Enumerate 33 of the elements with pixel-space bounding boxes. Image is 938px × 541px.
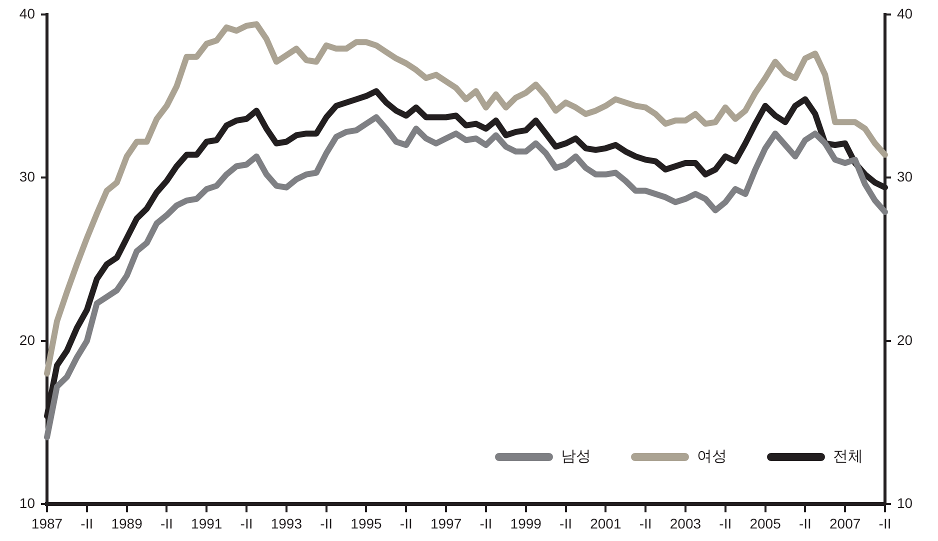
- x-tick-label: 1993: [270, 515, 302, 532]
- x-tick-label: 2007: [830, 515, 861, 532]
- y-tick-label: 10: [19, 495, 36, 512]
- y-tick-label: 30: [19, 168, 36, 185]
- y2-tick-label: 40: [897, 5, 913, 22]
- x-tick-label: -II: [160, 515, 173, 532]
- y-tick-label: 40: [19, 5, 36, 22]
- x-tick-label: -II: [480, 515, 492, 532]
- y2-tick-label: 30: [897, 168, 913, 185]
- x-tick-label: -II: [798, 515, 812, 532]
- x-tick-label: 1995: [350, 515, 382, 532]
- x-tick-label: -II: [80, 515, 94, 532]
- x-tick-label: -II: [878, 515, 892, 532]
- x-tick-label: 1987: [31, 515, 63, 532]
- x-tick-label: 1997: [430, 515, 462, 532]
- legend-label: 전체: [833, 447, 863, 466]
- y2-tick-label: 10: [897, 495, 913, 512]
- x-tick-label: -II: [320, 515, 333, 532]
- x-tick-label: 1999: [510, 515, 542, 532]
- x-tick-label: -II: [240, 515, 253, 532]
- x-tick-label: -II: [560, 515, 572, 532]
- y-tick-label: 20: [19, 332, 36, 348]
- x-tick-label: -II: [639, 515, 652, 532]
- x-tick-label: 2005: [750, 515, 782, 532]
- x-tick-label: 1991: [191, 515, 222, 532]
- legend-label: 여성: [697, 447, 727, 466]
- x-tick-label: -II: [719, 515, 732, 532]
- x-tick-label: 2003: [670, 515, 702, 532]
- y2-tick-label: 20: [897, 332, 913, 348]
- x-tick-label: -II: [400, 515, 412, 532]
- legend-label: 남성: [561, 447, 591, 466]
- x-tick-label: 2001: [590, 515, 622, 532]
- x-tick-label: 1989: [111, 515, 143, 532]
